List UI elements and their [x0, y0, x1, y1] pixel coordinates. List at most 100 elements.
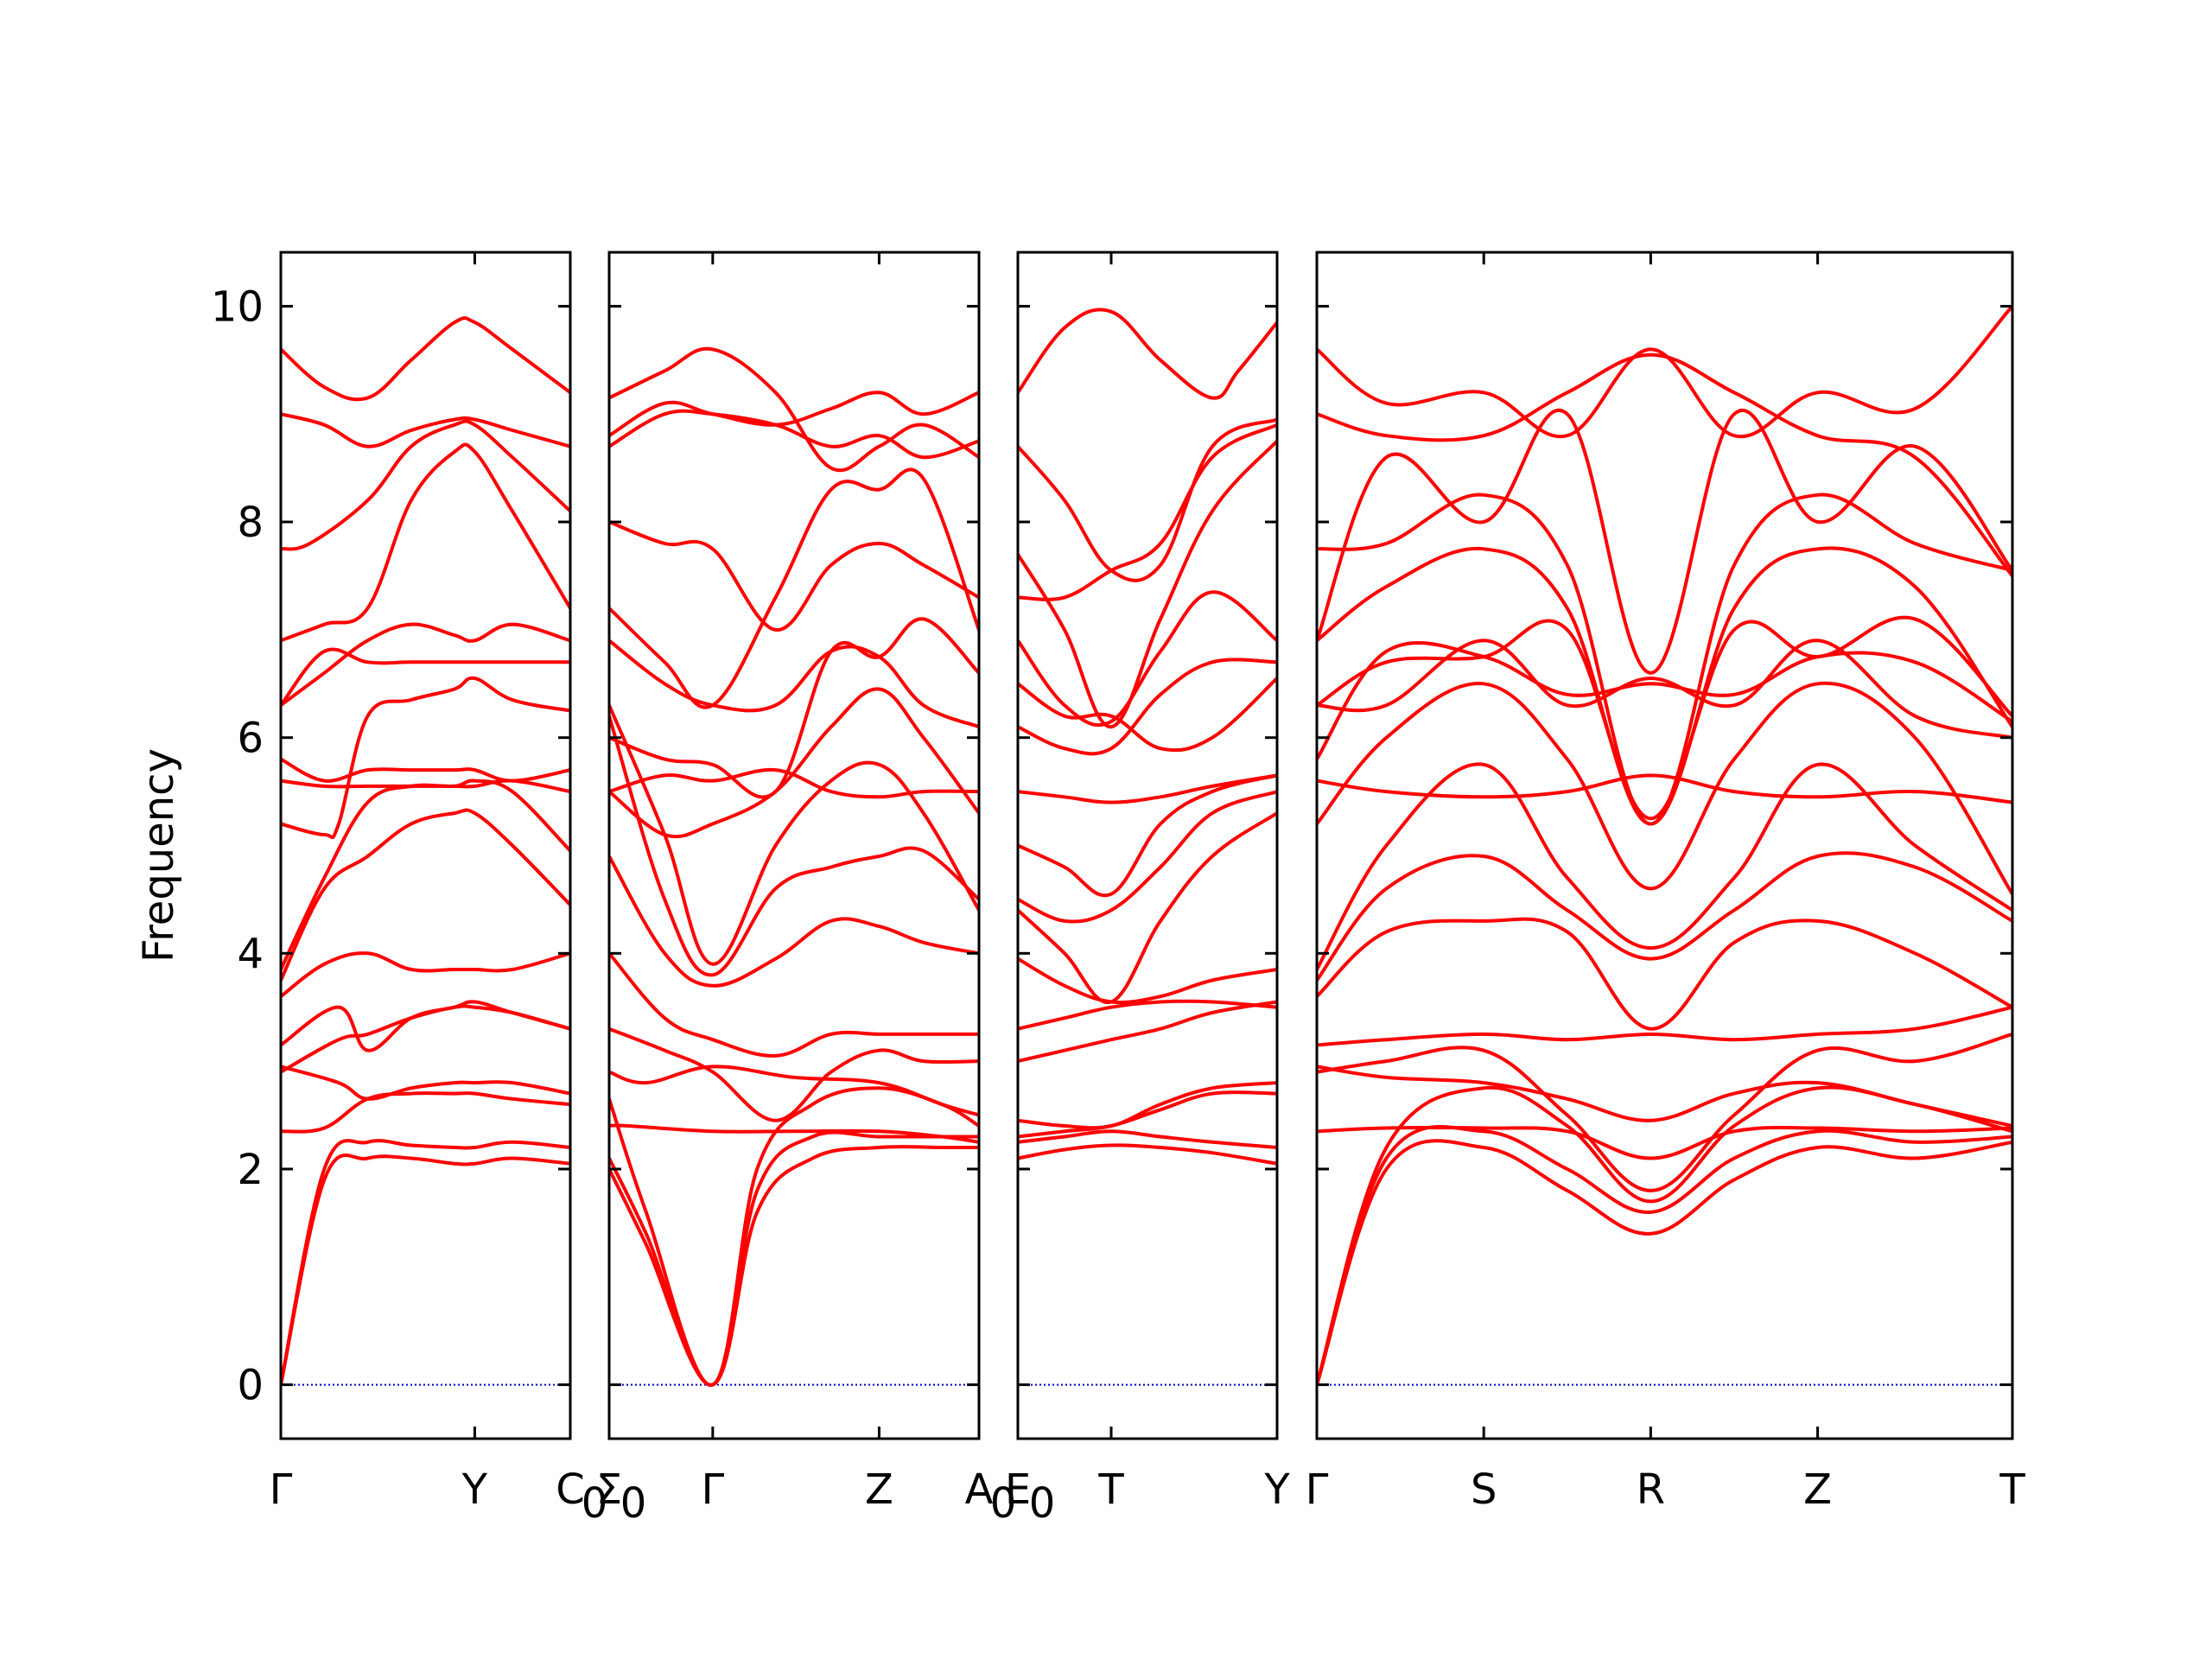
band-line-13: [1018, 677, 1277, 753]
band-line-10: [1018, 773, 1277, 898]
band-line-12: [1317, 681, 2012, 896]
band-line-13: [609, 617, 979, 799]
band-line-1: [281, 1153, 570, 1387]
panel-frame: [1315, 251, 2014, 1440]
band-line-17: [1018, 417, 1277, 582]
x-tick-label-subscript: 0: [990, 1479, 1017, 1528]
band-line-6: [609, 1027, 979, 1122]
band-lines: [1317, 304, 2012, 1387]
band-line-5: [1317, 1065, 2012, 1128]
band-lines: [1018, 308, 1277, 1166]
band-line-19: [1317, 304, 2012, 439]
band-panel-3: E0 T Y: [1005, 251, 1290, 1528]
y-tick-label: 4: [237, 930, 264, 978]
band-line-12: [281, 757, 570, 783]
band-line-3: [281, 1091, 570, 1134]
band-line-2: [1317, 1125, 2012, 1387]
band-lines: [281, 316, 570, 1387]
band-line-5: [609, 1065, 979, 1117]
band-line-14: [1317, 615, 2012, 821]
band-line-14: [281, 622, 570, 708]
band-line-15: [1018, 439, 1277, 729]
band-line-16: [1018, 423, 1277, 601]
panel-frame: [1016, 251, 1279, 1440]
band-line-1: [609, 1144, 979, 1387]
x-tick-label: Γ: [701, 1465, 724, 1514]
x-tick-label: C: [556, 1465, 585, 1514]
band-line-6: [281, 1000, 570, 1052]
x-tick-label: Z: [1803, 1465, 1832, 1514]
band-line-8: [609, 855, 979, 988]
band-line-8: [1018, 811, 1277, 1005]
band-line-2: [281, 1139, 570, 1387]
band-line-12: [609, 767, 979, 799]
band-line-6: [1018, 999, 1277, 1031]
y-tick-label: 2: [237, 1146, 264, 1194]
x-tick-label: S: [1471, 1465, 1497, 1514]
x-tick-label: T: [1999, 1465, 2025, 1514]
x-tick-label: Γ: [1306, 1465, 1329, 1514]
band-line-19: [609, 391, 979, 438]
y-tick-label: 6: [237, 715, 264, 763]
x-tick-label: Z: [865, 1465, 893, 1514]
band-line-11: [609, 687, 979, 839]
y-tick-label: 0: [237, 1362, 264, 1410]
band-line-11: [1317, 773, 2012, 804]
band-line-4: [1317, 1125, 2012, 1160]
band-line-2: [609, 1130, 979, 1387]
y-axis-tick-labels: 0 2 4 6 8 10: [211, 283, 264, 1409]
band-line-2: [1018, 1129, 1277, 1149]
band-panel-1: Γ Y C0: [270, 251, 607, 1528]
band-line-15: [281, 419, 570, 551]
x-tick-label-subscript: 0: [620, 1479, 647, 1528]
x-tick-label: R: [1637, 1465, 1665, 1514]
band-line-13: [281, 647, 570, 708]
band-line-1: [1317, 1139, 2012, 1387]
band-line-8: [1317, 917, 2012, 1031]
y-tick-label: 10: [211, 283, 264, 331]
band-line-10: [281, 676, 570, 840]
band-line-18: [281, 316, 570, 402]
panel-frame: [279, 251, 572, 1440]
band-line-3: [1018, 1090, 1277, 1139]
x-tick-label: A: [965, 1465, 994, 1514]
band-line-4: [1018, 1081, 1277, 1130]
x-tick-label: T: [1097, 1465, 1124, 1514]
band-line-18: [1317, 353, 2012, 578]
band-line-17: [281, 442, 570, 643]
band-line-9: [609, 714, 979, 977]
band-lines: [609, 346, 979, 1387]
band-line-10: [1317, 762, 2012, 971]
band-line-6: [1317, 1032, 2012, 1192]
y-axis-title: Frequency: [135, 748, 183, 963]
band-line-15: [609, 467, 979, 709]
x-tick-label-subscript: 0: [1029, 1479, 1056, 1528]
band-panel-2: Σ0 Γ Z A0: [596, 251, 1017, 1528]
band-line-14: [609, 639, 979, 729]
band-line-12: [1018, 658, 1277, 756]
panel-frame: [607, 251, 981, 1440]
band-line-9: [1018, 790, 1277, 924]
band-line-16: [609, 520, 979, 632]
band-line-20: [1317, 409, 2012, 675]
band-line-5: [1018, 1000, 1277, 1064]
x-tick-label: Y: [1263, 1465, 1290, 1514]
band-line-14: [1018, 590, 1277, 728]
band-line-7: [281, 951, 570, 999]
band-line-11: [1018, 773, 1277, 804]
x-tick-label: Σ: [596, 1465, 622, 1514]
band-line-16: [281, 412, 570, 448]
y-tick-label: 8: [237, 499, 264, 547]
x-tick-label: Y: [461, 1465, 488, 1514]
band-line-7: [1018, 957, 1277, 1005]
band-line-1: [1018, 1143, 1277, 1166]
band-line-13: [1317, 640, 2012, 761]
band-line-9: [1317, 851, 2012, 982]
x-tick-label: E: [1005, 1465, 1031, 1514]
band-line-18: [609, 346, 979, 473]
band-line-15: [1317, 639, 2012, 740]
